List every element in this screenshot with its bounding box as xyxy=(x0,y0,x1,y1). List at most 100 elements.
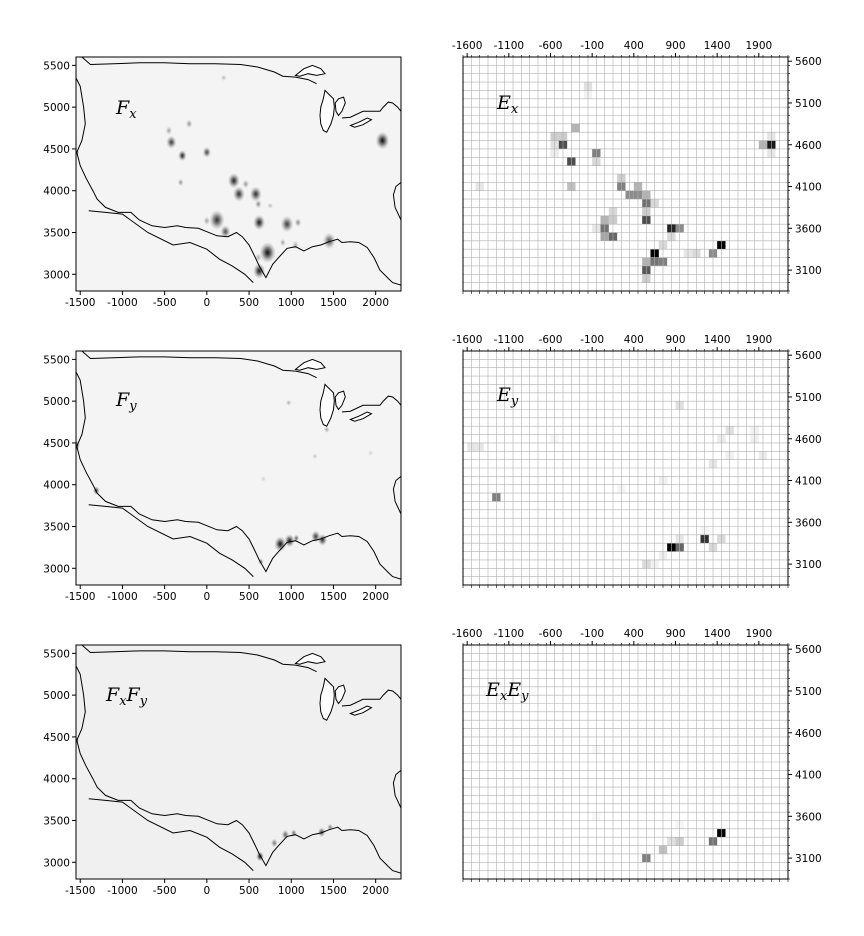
y-tick-label: 5000 xyxy=(43,396,70,408)
x-tick-label: 400 xyxy=(624,628,644,640)
map-background xyxy=(76,351,401,585)
plot-frame xyxy=(75,644,402,880)
density-blob xyxy=(166,135,177,149)
y-tick-label: 3100 xyxy=(795,265,822,277)
density-blob xyxy=(233,186,245,202)
density-blob xyxy=(274,536,287,552)
x-tick-label: -1000 xyxy=(107,297,138,309)
x-tick-label: -1600 xyxy=(452,40,483,52)
density-blob xyxy=(279,238,286,247)
panel-label: ExEy xyxy=(485,679,529,704)
y-tick-label: 5100 xyxy=(795,98,822,110)
density-blob xyxy=(323,426,330,433)
density-blob xyxy=(290,829,297,837)
density-blob xyxy=(327,823,334,831)
y-tick-label: 3600 xyxy=(795,811,822,823)
y-tick-label: 3000 xyxy=(43,857,70,869)
x-tick-label: -1000 xyxy=(107,885,138,897)
y-tick-label: 4100 xyxy=(795,770,822,782)
lake-1 xyxy=(294,64,326,77)
x-tick-label: -1000 xyxy=(107,591,138,603)
x-tick-label: 1500 xyxy=(320,591,347,603)
x-tick-label: -1100 xyxy=(494,40,525,52)
y-tick-label: 3100 xyxy=(795,559,822,571)
y-tick-label: 4500 xyxy=(43,438,70,450)
x-tick-label: -1100 xyxy=(494,628,525,640)
density-blob xyxy=(292,240,299,250)
density-blob xyxy=(259,242,276,263)
x-tick-label: -500 xyxy=(153,591,177,603)
coastline xyxy=(76,77,401,286)
south-border xyxy=(88,504,254,577)
x-tick-label: 0 xyxy=(204,297,211,309)
x-tick-label: 1400 xyxy=(704,628,731,640)
x-tick-label: 500 xyxy=(239,297,259,309)
density-blob xyxy=(227,173,240,189)
east-coast xyxy=(392,182,401,221)
y-tick-label: 5000 xyxy=(43,690,70,702)
plot-frame xyxy=(75,350,402,586)
map-background xyxy=(76,645,401,879)
lake-1 xyxy=(294,358,326,371)
y-tick-label: 4500 xyxy=(43,144,70,156)
x-tick-label: 2000 xyxy=(362,297,389,309)
x-tick-label: -500 xyxy=(153,885,177,897)
density-blob xyxy=(281,829,290,840)
y-tick-label: 4000 xyxy=(43,774,70,786)
y-tick-label: 3600 xyxy=(795,517,822,529)
density-blob xyxy=(220,225,231,239)
x-tick-label: -100 xyxy=(580,628,604,640)
coastline xyxy=(76,665,401,874)
plot-frame xyxy=(75,56,402,292)
x-tick-label: -600 xyxy=(539,40,563,52)
x-tick-label: 900 xyxy=(665,40,685,52)
y-tick-label: 4600 xyxy=(795,728,822,740)
density-blob xyxy=(253,263,266,279)
density-blob xyxy=(185,119,193,129)
east-coast xyxy=(392,476,401,515)
density-blob xyxy=(254,199,262,209)
panel-4: -1600 -1100 -600 -100 400 900 1400 1900 3100 3600… xyxy=(452,334,822,588)
grid-cell xyxy=(571,123,580,133)
x-tick-label: 1000 xyxy=(278,297,305,309)
panel-6: -1600 -1100 -600 -100 400 900 1400 1900 3100 3600… xyxy=(452,628,822,882)
panel-label: Fy xyxy=(115,389,137,414)
density-blob xyxy=(257,558,264,565)
lake-2 xyxy=(334,390,346,411)
density-blob xyxy=(76,149,79,156)
x-tick-label: 400 xyxy=(624,40,644,52)
density-blob xyxy=(165,126,173,135)
y-tick-label: 3600 xyxy=(795,223,822,235)
y-tick-label: 5600 xyxy=(795,350,822,362)
x-tick-label: 1500 xyxy=(320,885,347,897)
x-tick-label: 1900 xyxy=(745,334,772,346)
density-blob xyxy=(285,399,292,406)
coastline xyxy=(76,371,401,580)
density-blob xyxy=(375,131,390,150)
northeast-coast xyxy=(341,101,401,119)
x-tick-label: -1500 xyxy=(65,297,96,309)
x-tick-label: -1500 xyxy=(65,885,96,897)
density-blob xyxy=(178,150,187,162)
map-background xyxy=(76,57,401,291)
lake-0 xyxy=(319,89,335,133)
density-blob xyxy=(293,534,300,543)
x-tick-label: 0 xyxy=(204,591,211,603)
x-tick-label: -1600 xyxy=(452,628,483,640)
density-blob xyxy=(254,253,262,262)
density-blob xyxy=(92,486,100,495)
south-border xyxy=(88,210,254,283)
x-tick-label: -600 xyxy=(539,334,563,346)
panel-label: Ey xyxy=(496,384,519,409)
x-tick-label: -100 xyxy=(580,334,604,346)
y-tick-label: 4000 xyxy=(43,480,70,492)
density-blob xyxy=(322,232,336,250)
y-tick-label: 3500 xyxy=(43,816,70,828)
north-border xyxy=(81,57,317,85)
density-blob xyxy=(267,202,274,209)
x-tick-label: 900 xyxy=(665,334,685,346)
x-tick-label: 2000 xyxy=(362,591,389,603)
y-tick-label: 5500 xyxy=(43,60,70,72)
